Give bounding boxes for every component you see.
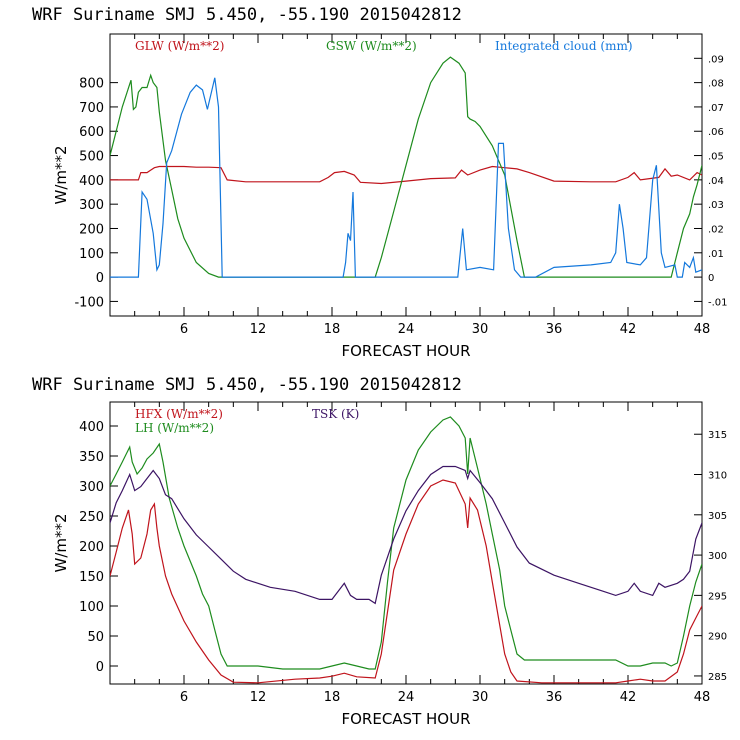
right-tick-label: .03 [708, 200, 724, 211]
bottom-chart-title: WRF Suriname SMJ 5.450, -55.190 20150428… [32, 375, 462, 395]
series-line-glw [110, 165, 702, 185]
top-legend-glw: GLW (W/m**2) [135, 39, 224, 53]
bottom-series-lines [110, 416, 702, 684]
top-right-ticks: -.01 0 .01 .02 .03 .04 .05 .06 .07 .08 .09 [694, 54, 728, 308]
x-tick-label: 6 [180, 690, 188, 705]
top-y-ticks: -100 0 100 200 300 400 500 600 700 800 [74, 77, 118, 310]
x-tick-label: 30 [472, 690, 489, 705]
bottom-y-ticks: 0 50 100 150 200 250 300 350 400 [79, 420, 118, 675]
right-tick-label: .09 [708, 54, 724, 65]
y-tick-label: 600 [79, 125, 104, 140]
x-tick-label: 18 [324, 690, 341, 705]
bottom-x-ticks: 6 12 18 24 30 36 42 48 [134, 402, 711, 705]
right-tick-label: -.01 [708, 297, 728, 308]
y-tick-label: 400 [79, 420, 104, 435]
top-legend-cloud: Integrated cloud (mm) [495, 39, 633, 53]
y-tick-label: -100 [74, 295, 104, 310]
series-line-gsw [110, 56, 702, 278]
y-tick-label: 150 [79, 570, 104, 585]
x-tick-label: 36 [546, 690, 563, 705]
bottom-x-axis-label: FORECAST HOUR [341, 710, 470, 728]
right-tick-label: .01 [708, 249, 724, 260]
y-tick-label: 50 [87, 630, 104, 645]
right-tick-label: 310 [708, 471, 727, 482]
top-plot-frame [109, 33, 703, 317]
x-tick-label: 24 [398, 322, 415, 337]
right-tick-label: 0 [708, 273, 714, 284]
top-chart-title: WRF Suriname SMJ 5.450, -55.190 20150428… [32, 5, 462, 25]
y-tick-label: 800 [79, 77, 104, 92]
right-tick-label: .08 [708, 79, 724, 90]
y-tick-label: 0 [96, 660, 104, 675]
y-tick-label: 200 [79, 540, 104, 555]
bottom-legend-tsk: TSK (K) [312, 407, 359, 421]
right-tick-label: .02 [708, 224, 724, 235]
right-tick-label: 285 [708, 672, 727, 683]
top-chart: WRF Suriname SMJ 5.450, -55.190 20150428… [32, 5, 728, 360]
right-tick-label: 295 [708, 591, 727, 602]
bottom-chart: WRF Suriname SMJ 5.450, -55.190 20150428… [32, 375, 727, 728]
right-tick-label: .07 [708, 103, 724, 114]
top-x-axis-label: FORECAST HOUR [341, 342, 470, 360]
top-x-ticks: 6 12 18 24 30 36 42 48 [134, 34, 711, 337]
right-tick-label: .04 [708, 176, 724, 187]
y-tick-label: 500 [79, 150, 104, 165]
x-tick-label: 12 [250, 322, 267, 337]
series-line-hfx [110, 479, 702, 684]
series-line-lh [110, 416, 702, 670]
top-series-lines [110, 56, 702, 278]
right-tick-label: .05 [708, 152, 724, 163]
x-tick-label: 18 [324, 322, 341, 337]
y-tick-label: 400 [79, 174, 104, 189]
top-legend-gsw: GSW (W/m**2) [326, 39, 417, 53]
y-tick-label: 250 [79, 510, 104, 525]
y-tick-label: 0 [96, 271, 104, 286]
x-tick-label: 48 [694, 322, 711, 337]
bottom-y-axis-label: W/m**2 [52, 513, 70, 572]
x-tick-label: 42 [620, 690, 637, 705]
y-tick-label: 700 [79, 101, 104, 116]
series-line-integrated [110, 77, 702, 278]
x-tick-label: 48 [694, 690, 711, 705]
right-tick-label: 305 [708, 511, 727, 522]
y-tick-label: 100 [79, 247, 104, 262]
bottom-plot-frame [109, 401, 703, 685]
x-tick-label: 12 [250, 690, 267, 705]
right-tick-label: 315 [708, 430, 727, 441]
x-tick-label: 30 [472, 322, 489, 337]
x-tick-label: 42 [620, 322, 637, 337]
y-tick-label: 100 [79, 600, 104, 615]
right-tick-label: .06 [708, 127, 724, 138]
right-tick-label: 300 [708, 551, 727, 562]
right-tick-label: 290 [708, 632, 727, 643]
bottom-legend-lh: LH (W/m**2) [135, 421, 214, 435]
top-y-axis-label: W/m**2 [52, 145, 70, 204]
y-tick-label: 350 [79, 450, 104, 465]
y-tick-label: 300 [79, 480, 104, 495]
bottom-right-ticks: 285 290 295 300 305 310 315 [694, 430, 727, 683]
x-tick-label: 36 [546, 322, 563, 337]
y-tick-label: 200 [79, 222, 104, 237]
bottom-legend-hfx: HFX (W/m**2) [135, 407, 223, 421]
x-tick-label: 24 [398, 690, 415, 705]
y-tick-label: 300 [79, 198, 104, 213]
x-tick-label: 6 [180, 322, 188, 337]
series-line-tsk [110, 465, 702, 605]
